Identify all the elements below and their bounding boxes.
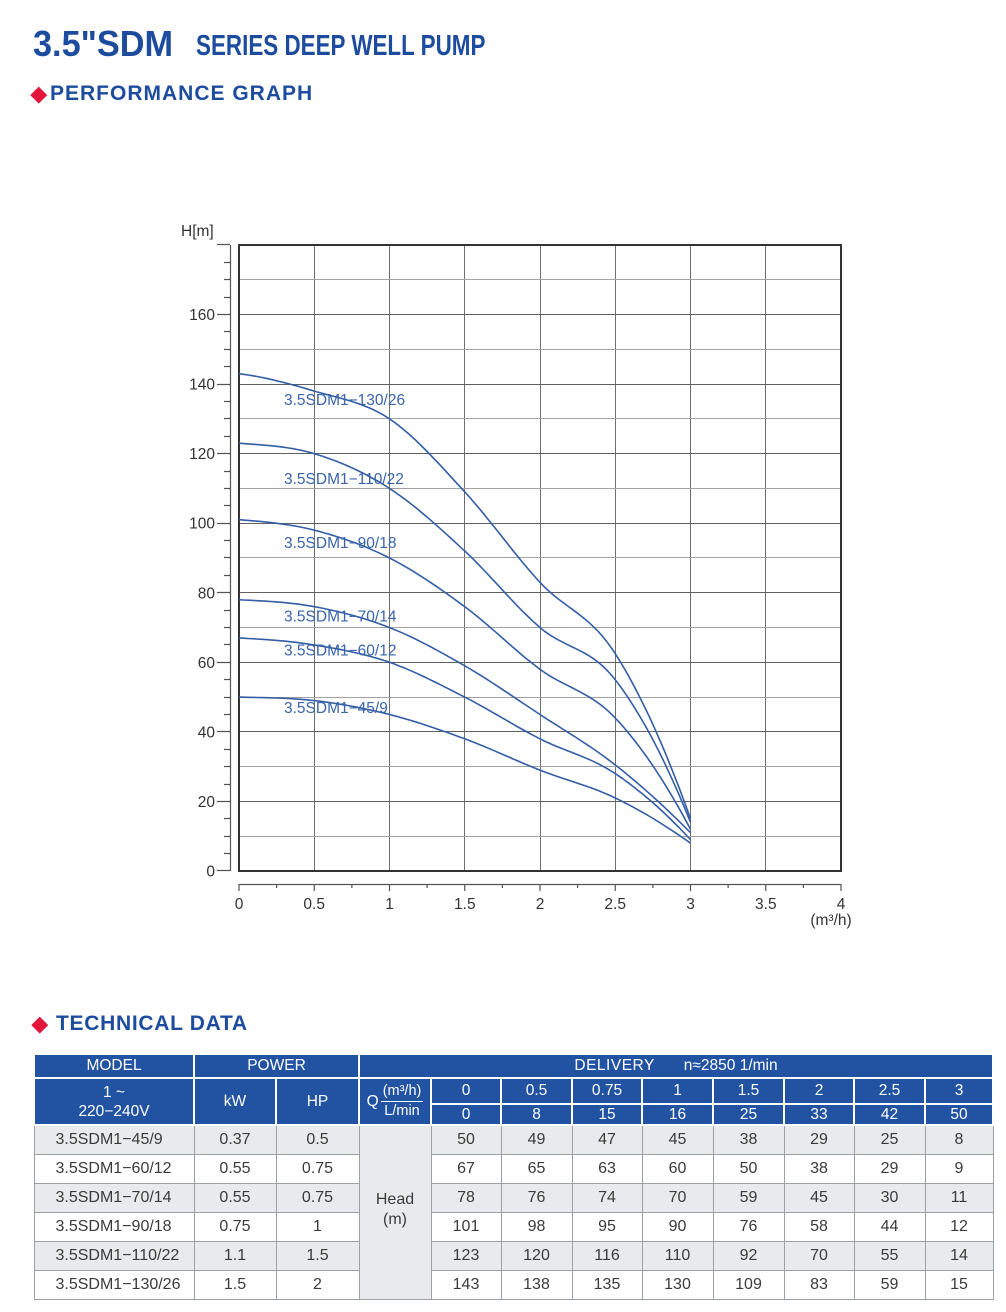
svg-text:140: 140 [189, 377, 215, 394]
svg-text:0: 0 [206, 864, 215, 881]
svg-text:3.5SDM1−45/9: 3.5SDM1−45/9 [284, 700, 388, 717]
svg-text:(m³/h): (m³/h) [810, 912, 851, 929]
svg-text:0: 0 [235, 896, 244, 913]
svg-text:3.5SDM1−70/14: 3.5SDM1−70/14 [284, 609, 397, 626]
svg-text:4: 4 [837, 896, 846, 913]
svg-text:160: 160 [189, 307, 215, 324]
svg-text:3.5SDM1−90/18: 3.5SDM1−90/18 [284, 535, 396, 552]
svg-text:3.5SDM1−130/26: 3.5SDM1−130/26 [284, 392, 405, 409]
svg-text:3.5SDM1−110/22: 3.5SDM1−110/22 [284, 471, 404, 488]
svg-text:3.5: 3.5 [755, 896, 777, 913]
svg-text:1.5: 1.5 [454, 896, 476, 913]
svg-text:20: 20 [198, 794, 216, 811]
svg-text:60: 60 [198, 655, 216, 672]
svg-text:120: 120 [189, 446, 215, 463]
svg-text:0.5: 0.5 [303, 896, 325, 913]
svg-text:40: 40 [198, 724, 216, 741]
svg-text:H[m]: H[m] [181, 223, 214, 240]
svg-text:3.5SDM1−60/12: 3.5SDM1−60/12 [284, 643, 396, 660]
svg-text:1: 1 [385, 896, 394, 913]
svg-text:80: 80 [198, 585, 216, 602]
svg-text:3: 3 [686, 896, 695, 913]
svg-text:100: 100 [189, 516, 215, 533]
svg-text:2.5: 2.5 [604, 896, 626, 913]
svg-text:2: 2 [536, 896, 545, 913]
